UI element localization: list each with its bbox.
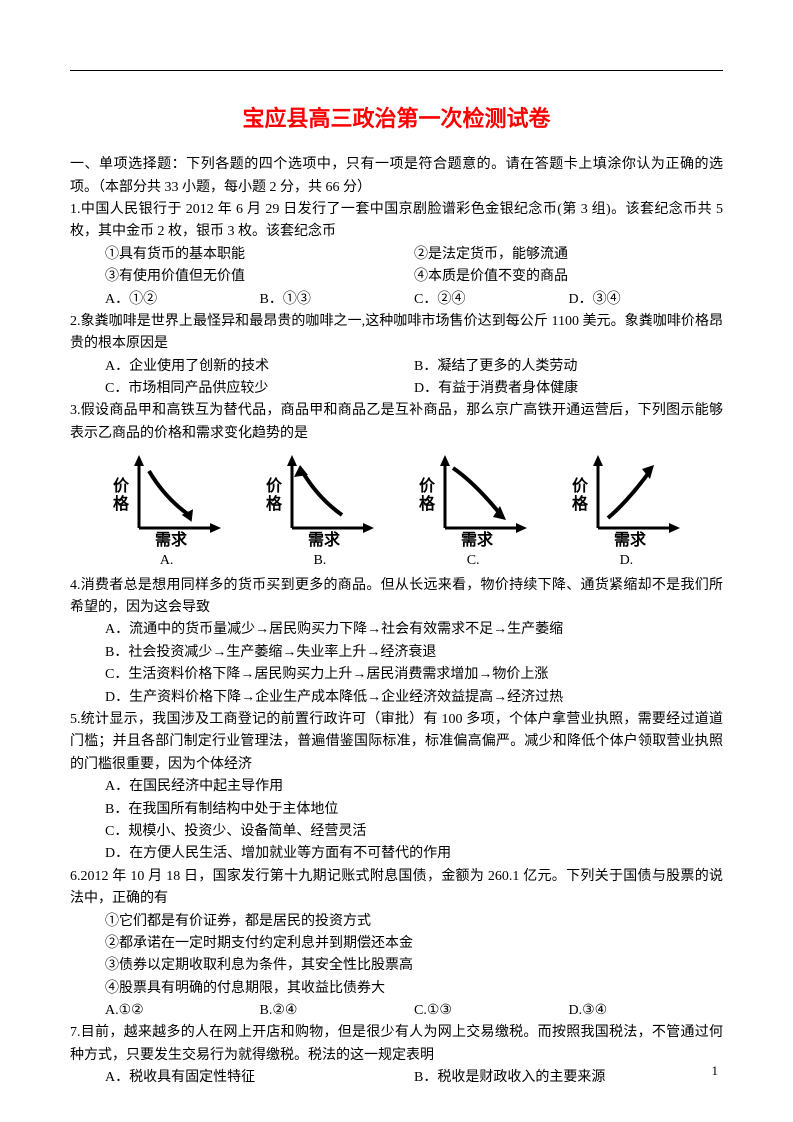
q6-d: D.③④ [569,1000,724,1022]
svg-text:需求: 需求 [308,530,341,548]
svg-text:价: 价 [113,477,130,495]
q5-b: B．在我国所有制结构中处于主体地位 [70,799,723,821]
q6-s3: ③债券以定期收取利息为条件，其安全性比股票高 [70,955,723,977]
q3-charts: 价 格 需求 价 格 需求 价 格 需求 [70,453,723,548]
q1-s4: ④本质是价值不变的商品 [414,266,723,288]
q5-a: A．在国民经济中起主导作用 [70,776,723,798]
q7-a: A．税收具有固定性特征 [105,1067,414,1089]
svg-text:需求: 需求 [155,530,188,548]
svg-text:需求: 需求 [614,530,647,548]
section1-header: 一、单项选择题：下列各题的四个选项中，只有一项是符合题意的。请在答题卡上填涂你认… [70,154,723,199]
exam-title: 宝应县高三政治第一次检测试卷 [70,101,723,136]
q1-statements-row1: ①具有货币的基本职能 ②是法定货币，能够流通 [70,244,723,266]
page-number: 1 [712,1061,719,1082]
q6-c: C.①③ [414,1000,569,1022]
q1-stem: 1.中国人民银行于 2012 年 6 月 29 日发行了一套中国京剧脸谱彩色金银… [70,199,723,244]
svg-text:格: 格 [572,494,589,513]
q5-c: C．规模小、投资少、设备简单、经营灵活 [70,821,723,843]
q1-c: C．②④ [414,289,569,311]
q3-chart-d: 价 格 需求 [566,453,686,548]
q3-chart-c: 价 格 需求 [413,453,533,548]
q2-row1: A．企业使用了创新的技术 B．凝结了更多的人类劳动 [70,356,723,378]
svg-text:价: 价 [266,477,283,495]
q2-b: B．凝结了更多的人类劳动 [414,356,723,378]
svg-text:需求: 需求 [461,530,494,548]
q1-s3: ③有使用价值但无价值 [105,266,414,288]
q3-stem: 3.假设商品甲和高铁互为替代品，商品甲和商品乙是互补商品，那么京广高铁开通运营后… [70,400,723,445]
q7-stem: 7.目前，越来越多的人在网上开店和购物，但是很少有人为网上交易缴税。而按照我国税… [70,1022,723,1067]
q3-chart-a: 价 格 需求 [107,453,227,548]
q1-s1: ①具有货币的基本职能 [105,244,414,266]
chart-d-svg: 价 格 需求 [566,453,686,548]
q4-c: C．生活资料价格下降→居民购买力上升→居民消费需求增加→物价上涨 [70,664,723,686]
q1-a: A．①② [105,289,260,311]
q5-d: D．在方便人民生活、增加就业等方面有不可替代的作用 [70,843,723,865]
q6-b: B.②④ [260,1000,415,1022]
q2-d: D．有益于消费者身体健康 [414,378,723,400]
q5-stem: 5.统计显示，我国涉及工商登记的前置行政许可（审批）有 100 多项，个体户拿营… [70,709,723,776]
q6-s1: ①它们都是有价证券，都是居民的投资方式 [70,911,723,933]
q4-d: D．生产资料价格下降→企业生产成本降低→企业经济效益提高→经济过热 [70,687,723,709]
q2-stem: 2.象粪咖啡是世界上最怪异和最昂贵的咖啡之一,这种咖啡市场售价达到每公斤 110… [70,311,723,356]
q4-b: B．社会投资减少→生产萎缩→失业率上升→经济衰退 [70,642,723,664]
q6-options: A.①② B.②④ C.①③ D.③④ [70,1000,723,1022]
q2-row2: C．市场相同产品供应较少 D．有益于消费者身体健康 [70,378,723,400]
svg-text:格: 格 [113,494,130,513]
q1-statements-row2: ③有使用价值但无价值 ④本质是价值不变的商品 [70,266,723,288]
chart-c-svg: 价 格 需求 [413,453,533,548]
chart-b-svg: 价 格 需求 [260,453,380,548]
q2-c: C．市场相同产品供应较少 [105,378,414,400]
q3-chart-b: 价 格 需求 [260,453,380,548]
q1-options: A．①② B．①③ C．②④ D．③④ [70,289,723,311]
svg-text:价: 价 [419,477,436,495]
q1-b: B．①③ [260,289,415,311]
q6-a: A.①② [105,1000,260,1022]
q2-a: A．企业使用了创新的技术 [105,356,414,378]
svg-text:价: 价 [572,477,589,495]
q3-option-labels: A. B. C. D. [70,550,723,572]
q4-stem: 4.消费者总是想用同样多的货币买到更多的商品。但从长远来看，物价持续下降、通货紧… [70,575,723,620]
q6-stem: 6.2012 年 10 月 18 日，国家发行第十九期记账式附息国债，金额为 2… [70,866,723,911]
svg-text:格: 格 [419,494,436,513]
q4-a: A．流通中的货币量减少→居民购买力下降→社会有效需求不足→生产萎缩 [70,619,723,641]
q3-b: B. [243,550,396,572]
q6-s4: ④股票具有明确的付息期限，其收益比债券大 [70,978,723,1000]
q7-row1: A．税收具有固定性特征 B．税收是财政收入的主要来源 [70,1067,723,1089]
q6-s2: ②都承诺在一定时期支付约定利息并到期偿还本金 [70,933,723,955]
chart-a-svg: 价 格 需求 [107,453,227,548]
q3-a: A. [90,550,243,572]
svg-text:格: 格 [266,494,283,513]
q3-d: D. [550,550,703,572]
top-rule [70,70,723,71]
q3-c: C. [397,550,550,572]
q1-d: D．③④ [569,289,724,311]
q1-s2: ②是法定货币，能够流通 [414,244,723,266]
q7-b: B．税收是财政收入的主要来源 [414,1067,723,1089]
